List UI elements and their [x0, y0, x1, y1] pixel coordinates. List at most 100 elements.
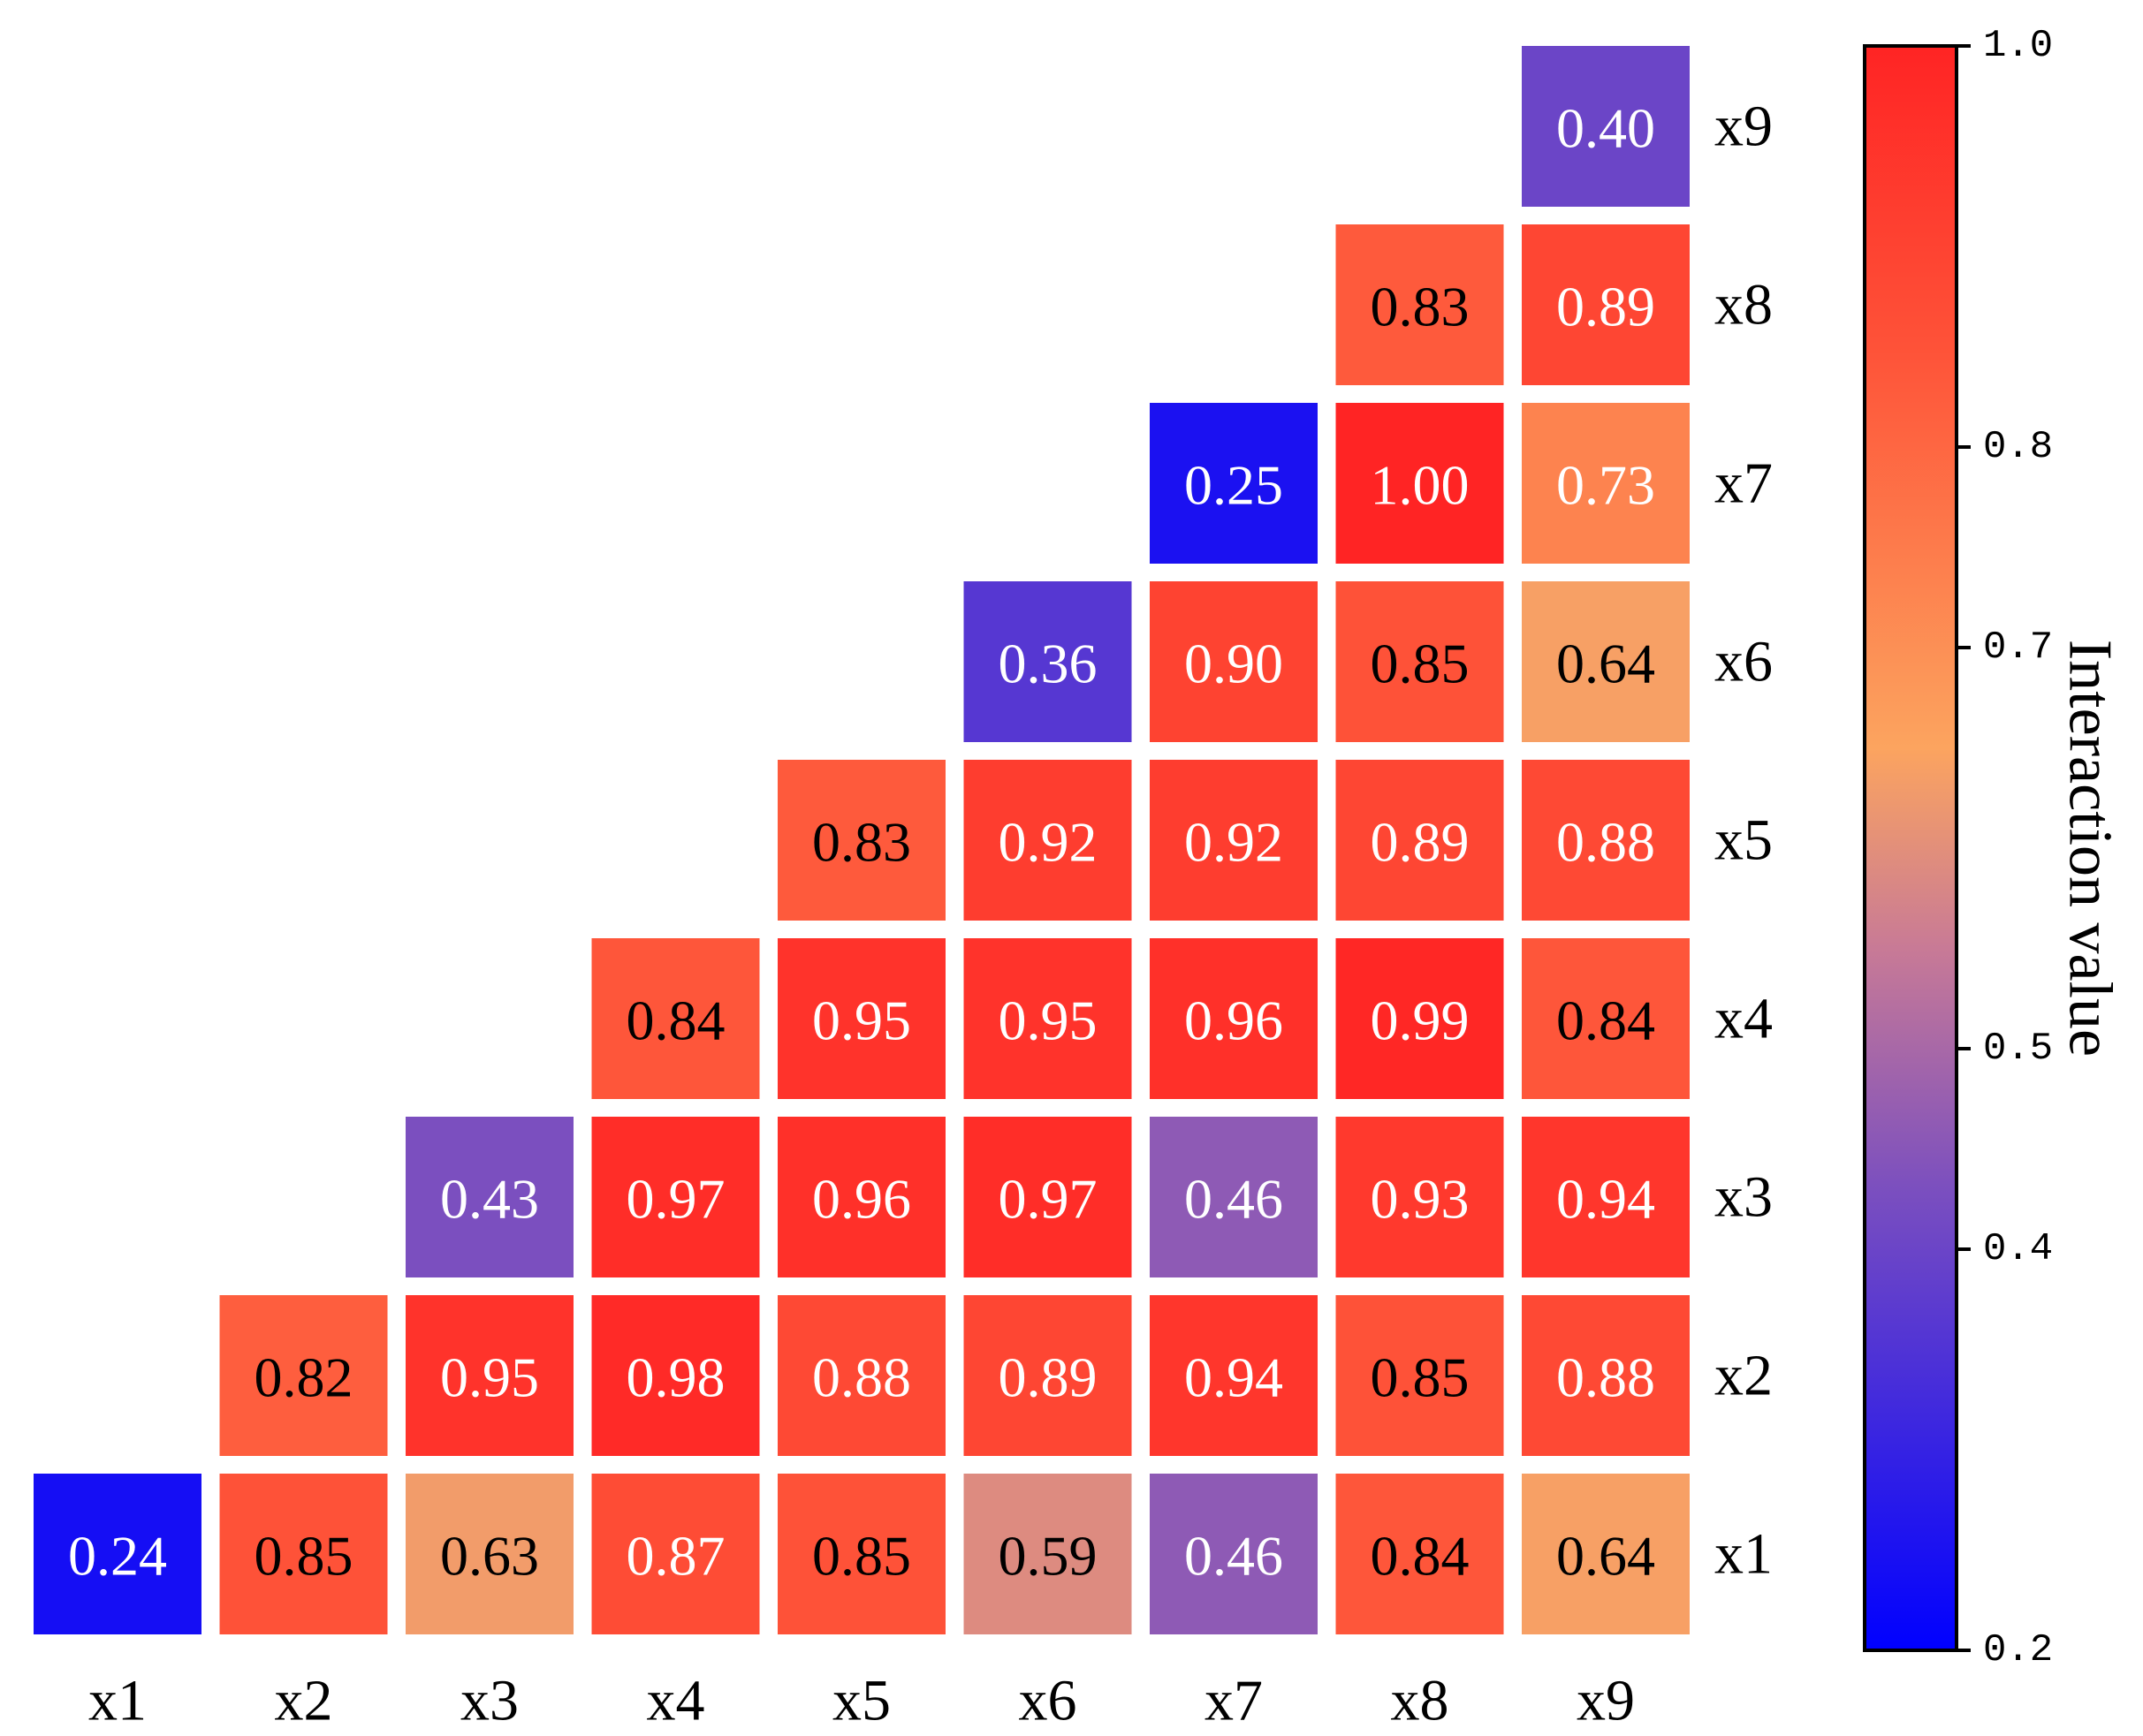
x-tick-label: x8 [1391, 1669, 1449, 1733]
cell-value-label: 0.88 [1556, 1346, 1655, 1409]
colorbar-tick-label: 1.0 [1983, 24, 2053, 68]
y-tick-label: x5 [1714, 808, 1773, 873]
heatmap-cell-x6-x1 [963, 1474, 1132, 1634]
y-tick-label: x9 [1714, 95, 1773, 159]
colorbar-tick-label: 0.7 [1983, 625, 2053, 670]
cell-value-label: 0.84 [1371, 1525, 1470, 1588]
cell-value-label: 0.89 [999, 1346, 1098, 1409]
cell-value-label: 0.95 [812, 989, 911, 1052]
heatmap-cell-x9-x3 [1522, 1117, 1690, 1277]
cell-value-label: 0.90 [1184, 633, 1283, 695]
cell-value-label: 0.83 [812, 811, 911, 874]
y-axis-labels: x1 x2 x3 x4 x5 x6 x7 x8 x9 [1714, 95, 1773, 1587]
x-tick-label: x2 [275, 1669, 333, 1733]
x-tick-label: x7 [1204, 1669, 1263, 1733]
cell-value-label: 0.40 [1556, 97, 1655, 160]
cell-value-label: 0.99 [1371, 989, 1470, 1052]
cell-value-label: 0.97 [627, 1168, 726, 1231]
y-tick-label: x1 [1714, 1522, 1773, 1587]
heatmap-cell-x4-x3 [591, 1117, 760, 1277]
heatmap-cell-x9-x7 [1522, 403, 1690, 564]
cell-value-label: 0.92 [999, 811, 1098, 874]
x-tick-label: x6 [1019, 1669, 1077, 1733]
cell-value-label: 0.89 [1556, 276, 1655, 338]
cell-value-label: 0.95 [999, 989, 1098, 1052]
heatmap-cell-x7-x2 [1150, 1295, 1318, 1456]
cell-value-label: 0.64 [1556, 633, 1655, 695]
cell-value-label: 1.00 [1371, 454, 1470, 517]
cell-value-label: 0.82 [255, 1346, 353, 1409]
x-tick-label: x9 [1577, 1669, 1635, 1733]
x-tick-label: x4 [647, 1669, 705, 1733]
cell-value-label: 0.98 [627, 1346, 726, 1409]
x-tick-label: x3 [460, 1669, 519, 1733]
cell-value-label: 0.94 [1184, 1346, 1283, 1409]
heatmap-cell-x6-x6 [963, 581, 1132, 742]
heatmap-cell-x6-x5 [963, 760, 1132, 921]
cell-value-label: 0.85 [1371, 633, 1470, 695]
heatmap-cell-x4-x1 [591, 1474, 760, 1634]
cell-value-label: 0.24 [68, 1525, 167, 1588]
y-tick-label: x4 [1714, 987, 1773, 1051]
cell-value-label: 0.87 [627, 1525, 726, 1588]
heatmap-cell-x6-x2 [963, 1295, 1132, 1456]
heatmap-cell-x2-x2 [219, 1295, 388, 1456]
heatmap-cell-x6-x3 [963, 1117, 1132, 1277]
cell-value-label: 0.95 [440, 1346, 539, 1409]
x-axis-labels: x1 x2 x3 x4 x5 x6 x7 x8 x9 [88, 1669, 1635, 1733]
cell-value-label: 0.59 [999, 1525, 1098, 1588]
heatmap-cell-x8-x2 [1335, 1295, 1504, 1456]
cell-value-label: 0.92 [1184, 811, 1283, 874]
heatmap-cell-x8-x4 [1335, 938, 1504, 1099]
cell-value-label: 0.85 [1371, 1346, 1470, 1409]
colorbar-tick-label: 0.4 [1983, 1227, 2053, 1271]
colorbar-gradient [1863, 44, 1958, 1652]
heatmap-cell-x8-x7 [1335, 403, 1504, 564]
cell-value-label: 0.94 [1556, 1168, 1655, 1231]
cell-value-label: 0.63 [440, 1525, 539, 1588]
heatmap-cell-x1-x1 [34, 1474, 201, 1634]
heatmap-cell-x9-x1 [1522, 1474, 1690, 1634]
colorbar-title: Interaction value [2056, 640, 2124, 1057]
heatmap-cell-x5-x1 [778, 1474, 946, 1634]
heatmap-cell-x7-x7 [1150, 403, 1318, 564]
y-tick-label: x8 [1714, 273, 1773, 337]
heatmap-cell-x4-x2 [591, 1295, 760, 1456]
heatmap-cell-x7-x3 [1150, 1117, 1318, 1277]
cell-value-label: 0.97 [999, 1168, 1098, 1231]
heatmap-cell-x7-x5 [1150, 760, 1318, 921]
heatmap-cell-x8-x1 [1335, 1474, 1504, 1634]
heatmap-cell-x3-x2 [406, 1295, 574, 1456]
heatmap-cell-x7-x4 [1150, 938, 1318, 1099]
heatmap-cell-x9-x8 [1522, 224, 1690, 385]
cell-value-label: 0.46 [1184, 1168, 1283, 1231]
heatmap-cell-x3-x3 [406, 1117, 574, 1277]
cell-value-label: 0.85 [255, 1525, 353, 1588]
cell-value-label: 0.88 [1556, 811, 1655, 874]
cell-value-label: 0.83 [1371, 276, 1470, 338]
heatmap-cells: 0.24 0.85 0.63 0.87 0.85 0.59 0.46 0.84 0.64 0.82… [34, 46, 1690, 1634]
heatmap-cell-x5-x2 [778, 1295, 946, 1456]
heatmap-cell-x5-x3 [778, 1117, 946, 1277]
y-tick-label: x3 [1714, 1165, 1773, 1230]
y-tick-label: x6 [1714, 630, 1773, 694]
heatmap-cell-x9-x6 [1522, 581, 1690, 742]
cell-value-label: 0.43 [440, 1168, 539, 1231]
cell-value-label: 0.36 [999, 633, 1098, 695]
heatmap-cell-x9-x2 [1522, 1295, 1690, 1456]
heatmap-cell-x7-x6 [1150, 581, 1318, 742]
heatmap-cell-x8-x5 [1335, 760, 1504, 921]
heatmap-cell-x4-x4 [591, 938, 760, 1099]
heatmap-cell-x9-x9 [1522, 46, 1690, 207]
heatmap-cell-x6-x4 [963, 938, 1132, 1099]
y-tick-label: x7 [1714, 451, 1773, 516]
cell-value-label: 0.64 [1556, 1525, 1655, 1588]
cell-value-label: 0.73 [1556, 454, 1655, 517]
cell-value-label: 0.96 [812, 1168, 911, 1231]
cell-value-label: 0.89 [1371, 811, 1470, 874]
heatmap-cell-x8-x8 [1335, 224, 1504, 385]
heatmap-cell-x2-x1 [219, 1474, 388, 1634]
heatmap-cell-x5-x4 [778, 938, 946, 1099]
colorbar-ticks: 0.2 0.4 0.5 0.7 0.8 1.0 [1957, 24, 2053, 1672]
